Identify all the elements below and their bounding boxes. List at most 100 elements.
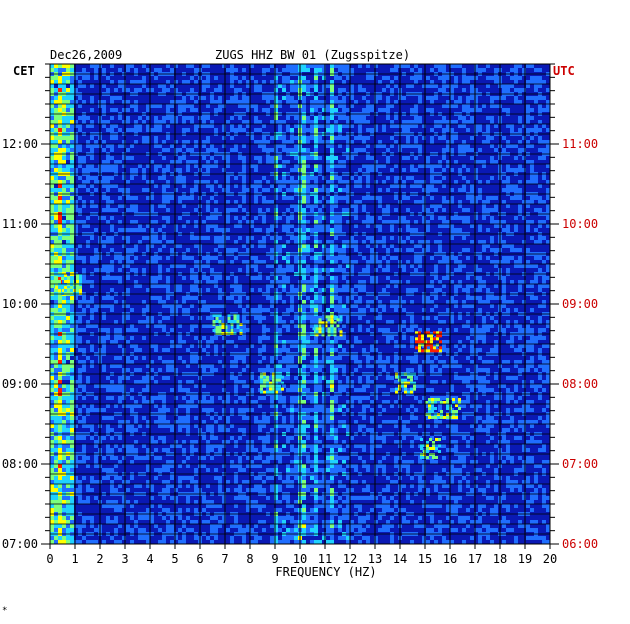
spectrogram-cell — [266, 200, 270, 204]
spectrogram-cell — [322, 184, 326, 188]
spectrogram-cell — [210, 144, 214, 148]
spectrogram-cell — [70, 168, 74, 172]
spectrogram-cell — [246, 328, 250, 332]
spectrogram-cell — [86, 280, 90, 284]
spectrogram-cell — [294, 104, 298, 108]
spectrogram-cell — [230, 80, 234, 84]
spectrogram-cell — [186, 168, 190, 172]
spectrogram-cell — [258, 240, 262, 244]
spectrogram-cell — [166, 108, 170, 112]
spectrogram-cell — [542, 200, 546, 204]
spectrogram-cell — [314, 388, 318, 392]
spectrogram-cell — [302, 196, 306, 200]
spectrogram-cell — [306, 344, 310, 348]
spectrogram-cell — [194, 224, 198, 228]
spectrogram-cell — [154, 380, 158, 384]
spectrogram-cell — [446, 164, 450, 168]
spectrogram-cell — [346, 148, 350, 152]
spectrogram-cell — [506, 268, 510, 272]
spectrogram-cell — [50, 348, 54, 352]
spectrogram-cell — [426, 248, 430, 252]
spectrogram-cell — [118, 364, 122, 368]
spectrogram-cell — [66, 364, 70, 368]
spectrogram-cell — [446, 276, 450, 280]
spectrogram-cell — [54, 68, 58, 72]
spectrogram-cell — [514, 144, 518, 148]
spectrogram-cell — [526, 84, 530, 88]
spectrogram-cell — [158, 248, 162, 252]
spectrogram-cell — [338, 136, 342, 140]
spectrogram-cell — [322, 404, 326, 408]
spectrogram-cell — [494, 196, 498, 200]
spectrogram-cell — [442, 344, 446, 348]
spectrogram-cell — [294, 340, 298, 344]
spectrogram-cell — [262, 200, 266, 204]
spectrogram-cell — [342, 336, 346, 340]
spectrogram-cell — [330, 208, 334, 212]
spectrogram-cell — [234, 288, 238, 292]
spectrogram-cell — [394, 100, 398, 104]
spectrogram-cell — [314, 80, 318, 84]
spectrogram-cell — [54, 340, 58, 344]
spectrogram-cell — [162, 396, 166, 400]
spectrogram-cell — [350, 244, 354, 248]
spectrogram-cell — [58, 184, 62, 188]
spectrogram-cell — [70, 76, 74, 80]
spectrogram-cell — [114, 164, 118, 168]
spectrogram-cell — [358, 124, 362, 128]
spectrogram-cell — [290, 364, 294, 368]
spectrogram-cell — [386, 376, 390, 380]
spectrogram-cell — [306, 180, 310, 184]
spectrogram-cell — [90, 156, 94, 160]
spectrogram-cell — [366, 108, 370, 112]
spectrogram-cell — [390, 168, 394, 172]
spectrogram-cell — [54, 376, 58, 380]
spectrogram-cell — [294, 324, 298, 328]
spectrogram-cell — [230, 360, 234, 364]
spectrogram-cell — [326, 224, 330, 228]
spectrogram-cell — [530, 380, 534, 384]
spectrogram-cell — [50, 184, 54, 188]
spectrogram-cell — [358, 284, 362, 288]
spectrogram-cell — [234, 400, 238, 404]
spectrogram-cell — [270, 200, 274, 204]
spectrogram-cell — [66, 324, 70, 328]
spectrogram-cell — [274, 256, 278, 260]
spectrogram-cell — [478, 404, 482, 408]
spectrogram-cell — [166, 124, 170, 128]
spectrogram-cell — [310, 368, 314, 372]
spectrogram-cell — [258, 156, 262, 160]
spectrogram-cell — [210, 164, 214, 168]
spectrogram-cell — [314, 64, 318, 68]
spectrogram-cell — [358, 396, 362, 400]
spectrogram-cell — [538, 348, 542, 352]
spectrogram-cell — [410, 76, 414, 80]
spectrogram-cell — [478, 368, 482, 372]
spectrogram-cell — [518, 284, 522, 288]
spectrogram-cell — [534, 96, 538, 100]
spectrogram-cell — [238, 124, 242, 128]
spectrogram-cell — [478, 188, 482, 192]
spectrogram-cell — [458, 148, 462, 152]
spectrogram-cell — [106, 304, 110, 308]
spectrogram-cell — [218, 304, 222, 308]
spectrogram-cell — [466, 208, 470, 212]
spectrogram-cell — [278, 348, 282, 352]
spectrogram-cell — [158, 320, 162, 324]
spectrogram-cell — [62, 388, 66, 392]
spectrogram-cell — [70, 224, 74, 228]
spectrogram-cell — [546, 364, 550, 368]
spectrogram-cell — [426, 244, 430, 248]
spectrogram-cell — [394, 180, 398, 184]
spectrogram-cell — [146, 316, 150, 320]
spectrogram-cell — [374, 224, 378, 228]
spectrogram-cell — [450, 216, 454, 220]
spectrogram-cell — [438, 136, 442, 140]
spectrogram-cell — [190, 400, 194, 404]
spectrogram-cell — [542, 260, 546, 264]
spectrogram-cell — [242, 328, 246, 332]
spectrogram-cell — [102, 368, 106, 372]
spectrogram-cell — [442, 396, 446, 400]
spectrogram-cell — [302, 168, 306, 172]
spectrogram-cell — [234, 276, 238, 280]
